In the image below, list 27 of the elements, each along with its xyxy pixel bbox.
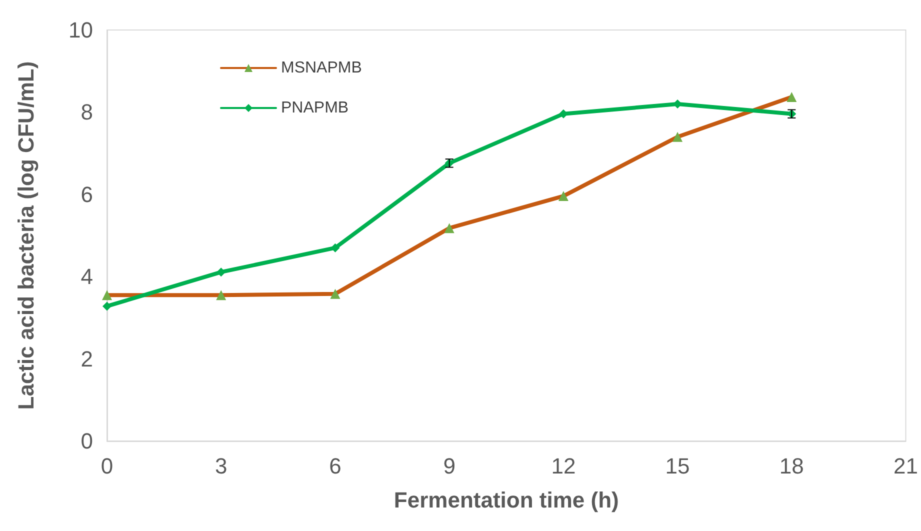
legend-label: PNAPMB xyxy=(281,100,349,116)
point xyxy=(444,223,454,234)
x-tick-label: 3 xyxy=(214,454,228,478)
x-tick-label: 0 xyxy=(100,454,114,478)
point xyxy=(672,132,683,142)
x-axis-title: Fermentation time (h) xyxy=(394,488,619,512)
y-tick-label: 10 xyxy=(68,18,93,42)
legend-label: MSNAPMB xyxy=(281,60,362,76)
y-axis-title: Lactic acid bacteria (log CFU/mL) xyxy=(14,61,38,410)
y-tick-label: 4 xyxy=(80,264,93,290)
point xyxy=(216,290,226,300)
x-tick-label: 12 xyxy=(551,454,576,478)
y-tick-label: 6 xyxy=(80,182,93,207)
x-tick-label: 6 xyxy=(329,454,342,478)
x-tick-label: 9 xyxy=(443,454,456,478)
point xyxy=(216,268,226,277)
y-tick-label: 8 xyxy=(80,100,93,125)
y-tick-label: 2 xyxy=(80,346,93,372)
point xyxy=(102,290,112,300)
point xyxy=(330,288,340,299)
point xyxy=(102,302,112,311)
y-tick-label: 0 xyxy=(80,428,93,454)
x-tick-label: 15 xyxy=(665,454,690,478)
point xyxy=(786,92,797,102)
x-tick-label: 18 xyxy=(779,454,804,478)
x-tick-label: 21 xyxy=(894,454,918,478)
point xyxy=(558,191,568,202)
